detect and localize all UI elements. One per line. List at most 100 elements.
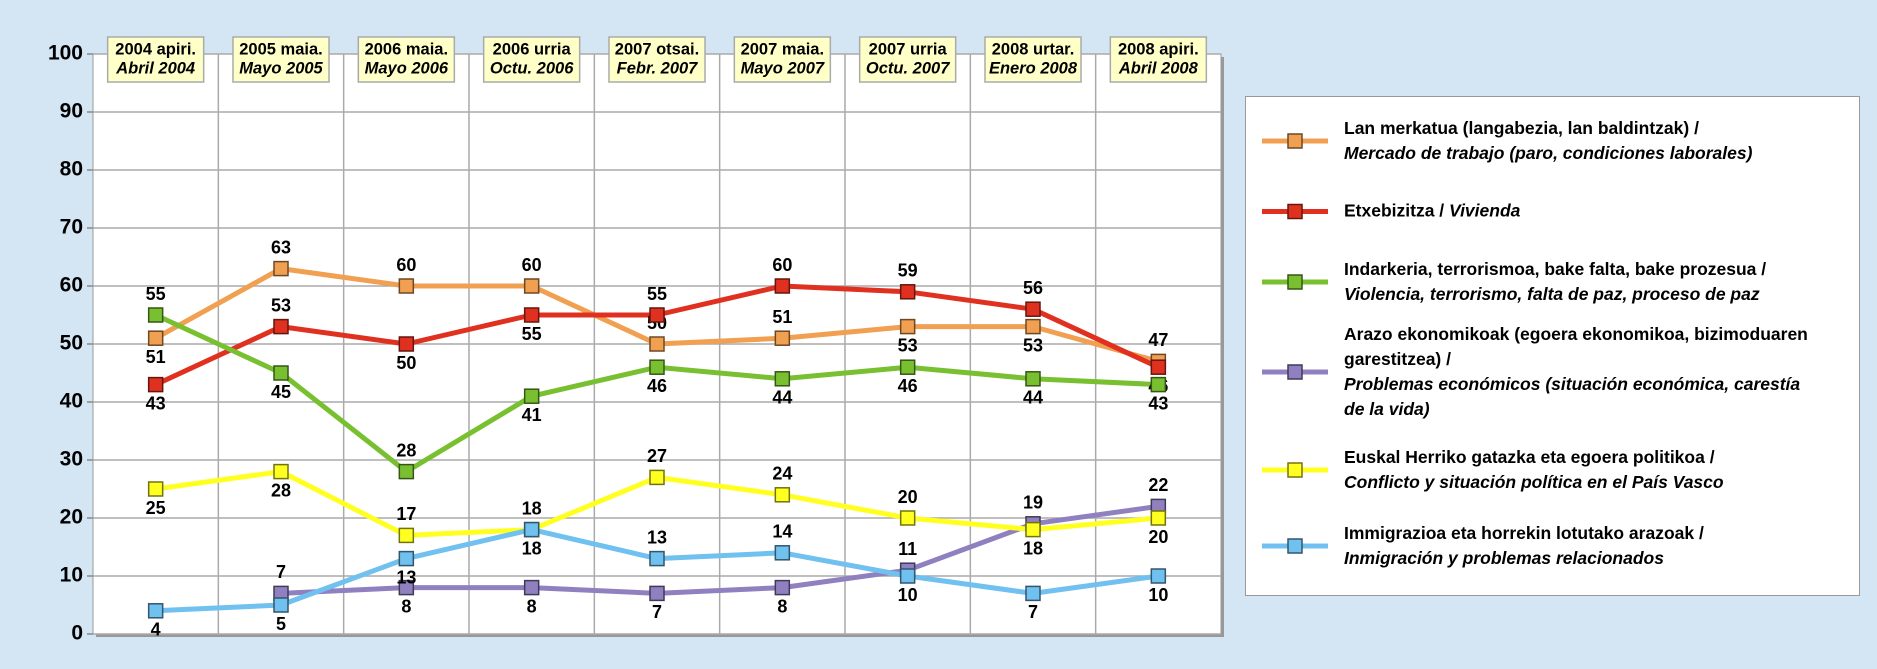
- data-label: 11: [898, 539, 917, 559]
- marker: [899, 568, 916, 584]
- marker: [273, 260, 289, 277]
- marker: [398, 527, 415, 544]
- legend-text: Lan merkatua (langabezia, lan baldintzak…: [1344, 116, 1844, 166]
- x-tick-label: 2007 otsai.: [615, 40, 699, 58]
- marker: [774, 579, 791, 596]
- data-label: 13: [647, 527, 667, 547]
- x-tick-label: 2004 apiri.: [115, 40, 196, 58]
- x-tick-sublabel: Mayo 2005: [239, 59, 323, 77]
- legend-swatch: [1262, 203, 1328, 219]
- legend-label-es: Problemas económicos (situación económic…: [1344, 374, 1801, 419]
- data-label: 18: [522, 538, 542, 558]
- legend-label-es: Inmigración y problemas relacionados: [1344, 548, 1664, 568]
- x-tick-label: 2006 urria: [493, 40, 572, 58]
- data-label: 17: [396, 504, 416, 524]
- marker: [649, 359, 665, 375]
- marker: [649, 307, 665, 323]
- marker: [899, 510, 916, 526]
- marker: [523, 278, 540, 294]
- x-tick-label: 2007 maia.: [741, 40, 824, 58]
- x-tick-label: 2007 urria: [869, 40, 948, 58]
- data-label: 25: [146, 498, 166, 518]
- legend-swatch: [1262, 133, 1328, 149]
- data-label: 46: [898, 376, 918, 396]
- marker: [1150, 359, 1167, 375]
- marker: [649, 550, 665, 567]
- marker: [273, 597, 289, 613]
- data-label: 18: [1023, 538, 1043, 558]
- x-tick-sublabel: Abril 2004: [115, 59, 195, 77]
- data-label: 41: [522, 405, 542, 425]
- category-box: [232, 36, 330, 83]
- y-tick-label: 90: [60, 100, 83, 123]
- data-label: 13: [396, 567, 416, 587]
- category-box: [984, 36, 1082, 83]
- data-label: 43: [146, 393, 166, 413]
- legend-label: Euskal Herriko gatazka eta egoera politi…: [1344, 447, 1715, 467]
- category-box: [357, 36, 456, 83]
- legend-swatch: [1262, 462, 1328, 478]
- legend-entry: Euskal Herriko gatazka eta egoera politi…: [1246, 445, 1846, 495]
- legend-entry: Etxebizitza / Vivienda: [1246, 199, 1846, 224]
- data-label: 60: [772, 255, 792, 275]
- data-label: 27: [647, 446, 667, 466]
- data-label: 4: [151, 620, 161, 640]
- legend-entry: Immigrazioa eta horrekin lotutako arazoa…: [1246, 521, 1846, 571]
- legend-label: Etxebizitza /: [1344, 200, 1445, 221]
- marker: [523, 388, 540, 404]
- y-tick-label: 80: [60, 158, 83, 181]
- data-label: 51: [146, 347, 166, 367]
- marker: [1150, 510, 1167, 526]
- data-label: 55: [146, 284, 166, 304]
- data-label: 51: [772, 307, 792, 327]
- marker: [774, 330, 791, 346]
- legend-label-es: Violencia, terrorismo, falta de paz, pro…: [1344, 284, 1760, 304]
- category-box: [608, 36, 706, 83]
- marker: [147, 603, 164, 619]
- marker: [147, 481, 164, 497]
- marker: [273, 318, 289, 335]
- category-box: [106, 36, 205, 83]
- data-label: 22: [1148, 475, 1168, 495]
- x-tick-sublabel: Febr. 2007: [617, 59, 699, 77]
- marker: [523, 307, 540, 323]
- marker: [1025, 301, 1041, 317]
- x-tick-label: 2005 maia.: [239, 40, 322, 58]
- data-label: 44: [1023, 388, 1043, 408]
- data-label: 53: [271, 295, 291, 315]
- data-label: 59: [898, 261, 918, 281]
- marker: [398, 463, 415, 480]
- data-label: 20: [1148, 527, 1168, 547]
- data-label: 14: [772, 522, 792, 542]
- data-label: 28: [396, 440, 416, 460]
- marker: [147, 330, 164, 346]
- legend-text: Etxebizitza / Vivienda: [1344, 199, 1844, 224]
- data-label: 24: [772, 464, 792, 484]
- data-label: 7: [652, 602, 662, 622]
- x-tick-label: 2008 urtar.: [992, 40, 1075, 58]
- category-box: [1109, 36, 1208, 83]
- legend-entry: Indarkeria, terrorismoa, bake falta, bak…: [1246, 257, 1846, 307]
- legend-label-es: Conflicto y situación política en el Paí…: [1344, 472, 1724, 492]
- marker: [774, 545, 791, 561]
- data-label: 60: [522, 255, 542, 275]
- legend-marker: [1287, 538, 1303, 554]
- legend-swatch: [1262, 274, 1328, 290]
- marker: [649, 585, 665, 602]
- marker: [899, 359, 916, 375]
- data-label: 20: [898, 487, 918, 507]
- y-tick-label: 100: [48, 42, 83, 65]
- legend-marker: [1287, 462, 1303, 478]
- legend: Lan merkatua (langabezia, lan baldintzak…: [1245, 96, 1860, 596]
- data-label: 43: [1148, 393, 1168, 413]
- y-tick-label: 70: [60, 216, 83, 239]
- data-label: 10: [1148, 585, 1168, 605]
- marker: [774, 278, 791, 294]
- marker: [1025, 318, 1041, 335]
- data-label: 53: [898, 335, 918, 355]
- legend-swatch: [1262, 538, 1328, 554]
- marker: [774, 371, 791, 387]
- data-label: 7: [276, 562, 286, 582]
